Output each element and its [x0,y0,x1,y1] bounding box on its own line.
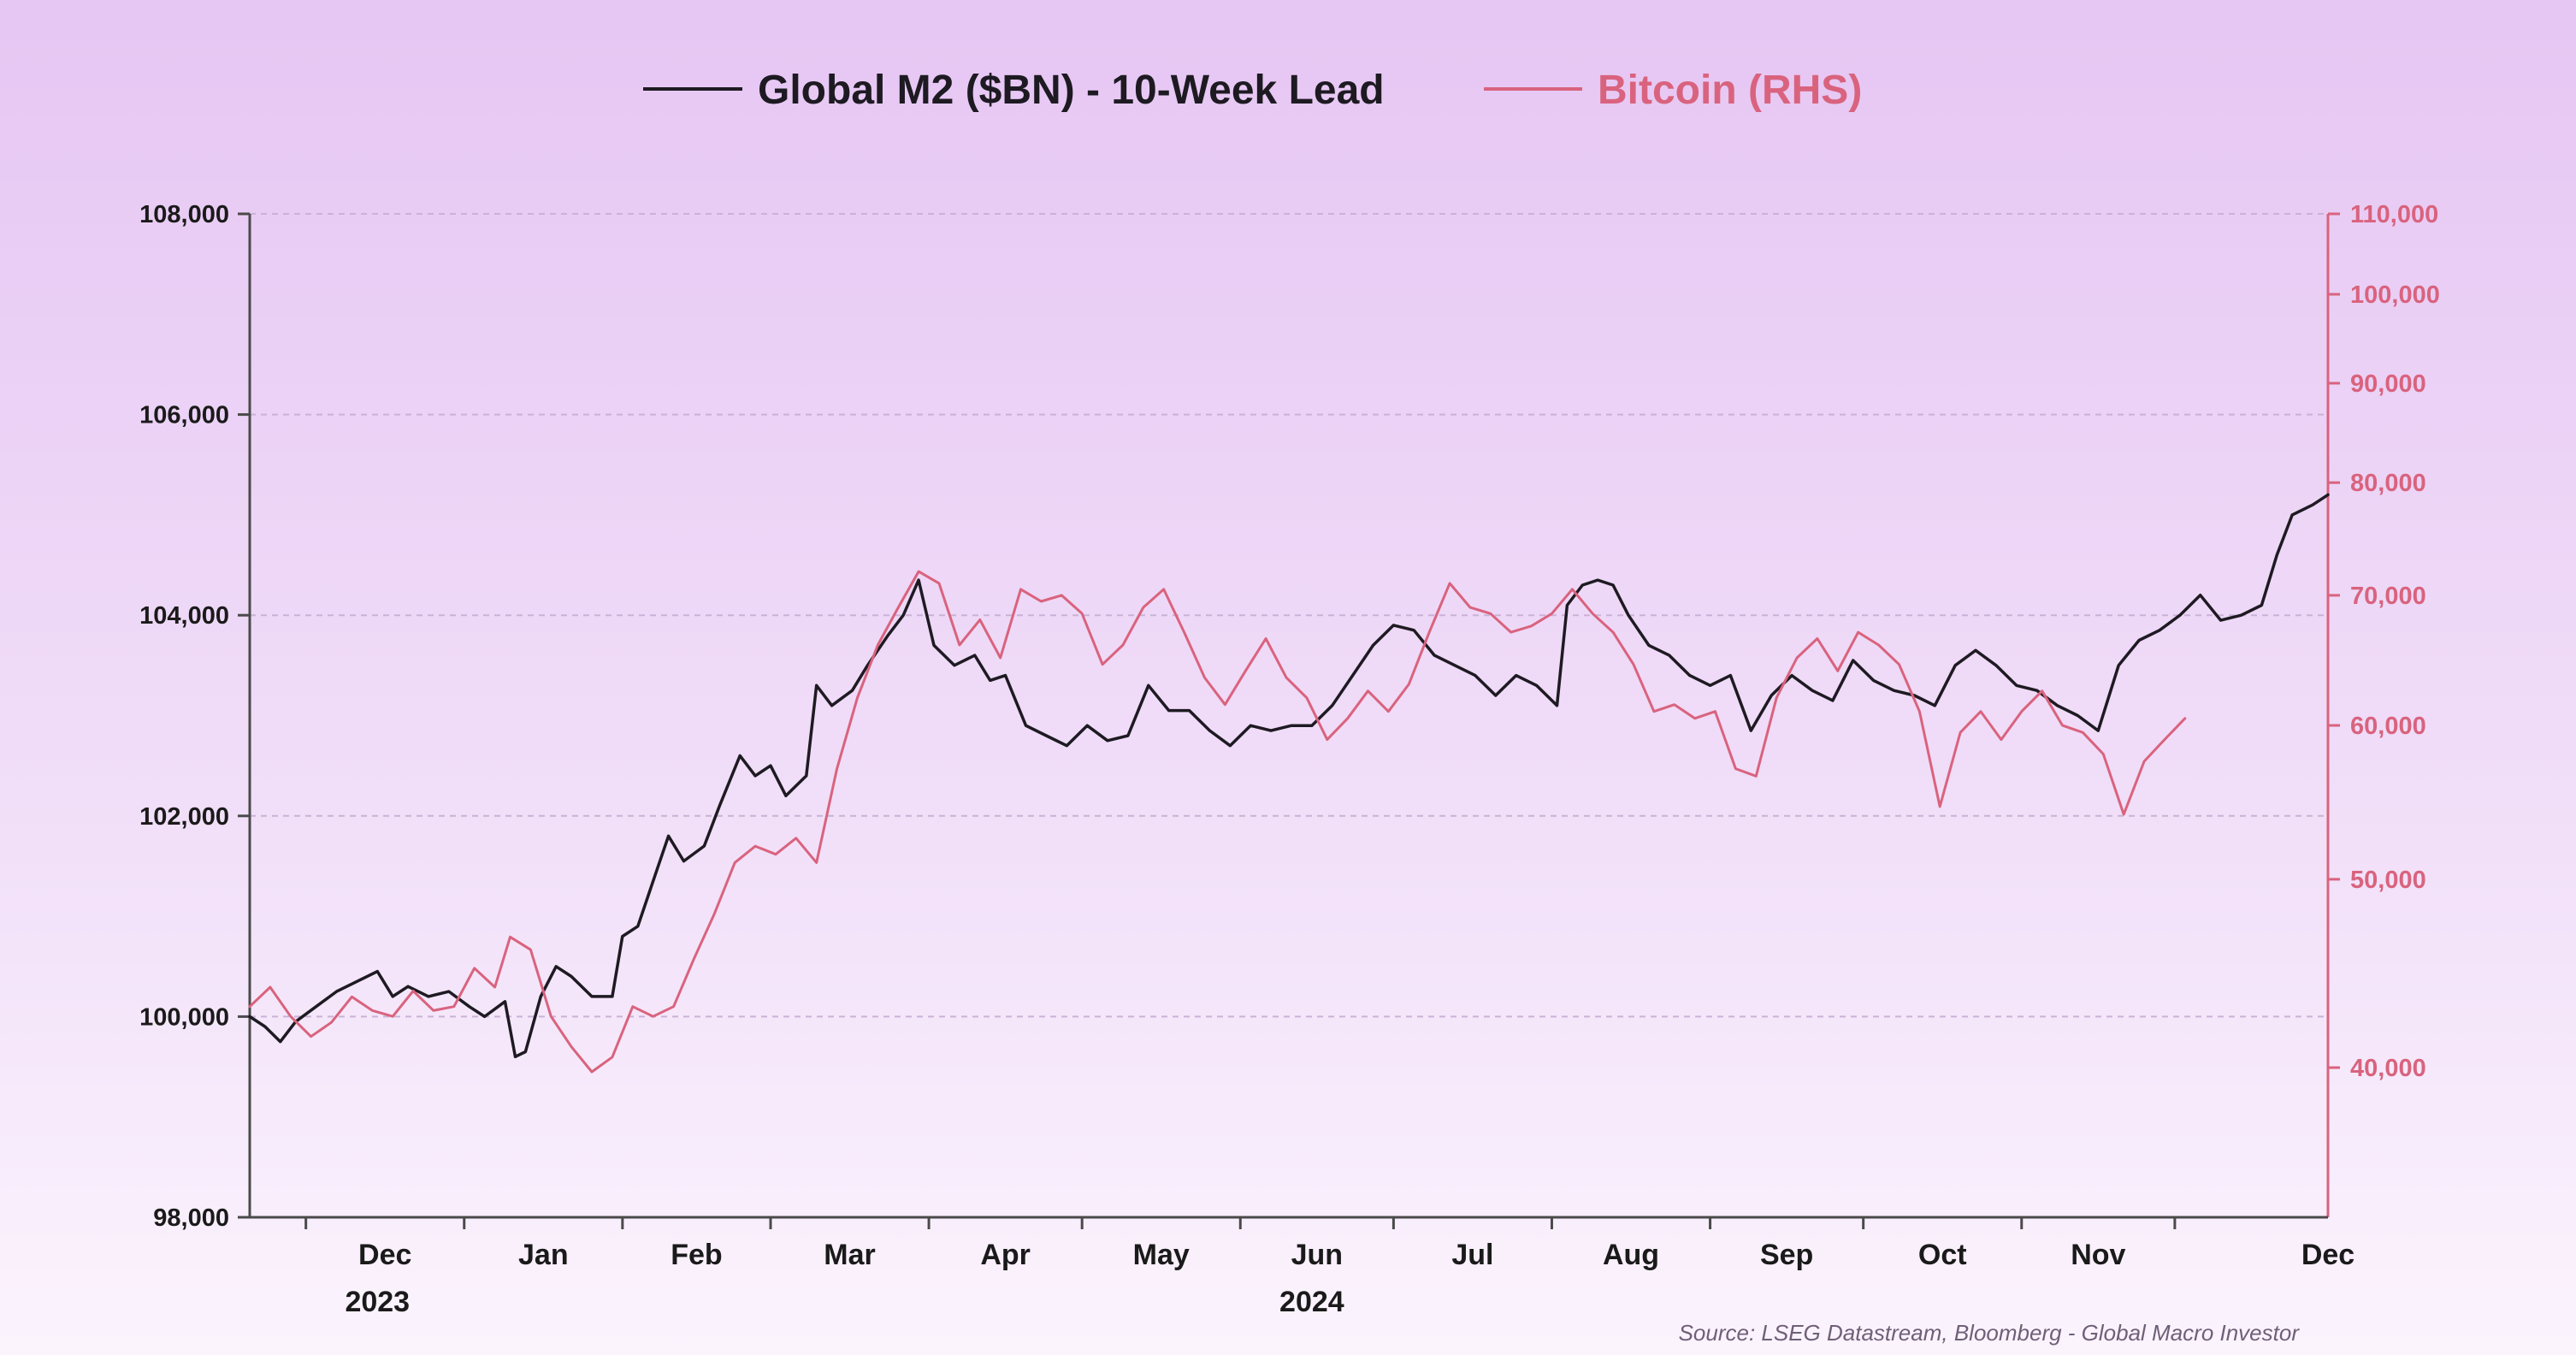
x-axis-month-label: Apr [980,1239,1031,1271]
bitcoin-series-line [248,570,2187,1074]
legend: Global M2 ($BN) - 10-Week Lead Bitcoin (… [643,68,1862,113]
right-axis-tick-label: 40,000 [2350,1055,2426,1082]
left-axis-tick-label: 106,000 [139,402,229,429]
x-axis-month-label: Feb [671,1239,722,1271]
x-axis-month-label: Nov [2071,1239,2125,1271]
right-axis-tick-label: 110,000 [2350,201,2438,228]
x-axis-month-label: Aug [1603,1239,1659,1271]
left-axis-tick-label: 102,000 [139,803,229,831]
right-axis-tick-label: 100,000 [2350,281,2440,309]
right-axis-tick-label: 70,000 [2350,583,2426,610]
right-axis-tick-label: 50,000 [2350,867,2426,894]
x-axis-month-label: May [1133,1239,1190,1271]
left-axis-tick-label: 100,000 [139,1003,229,1031]
x-axis-month-label: Dec [358,1239,411,1271]
legend-btc-label: Bitcoin (RHS) [1598,68,1862,113]
right-axis-tick-label: 90,000 [2350,370,2426,398]
gridlines [250,213,2328,1018]
left-axis-tick-label: 104,000 [139,602,229,630]
axes: 98,000 100,000 102,000 104,000 106,000 108,00… [139,201,2440,1318]
x-axis-month-label: Jul [1451,1239,1493,1271]
source-note: Source: LSEG Datastream, Bloomberg - Glo… [1679,1320,2301,1346]
left-axis-tick-label: 108,000 [139,201,229,228]
legend-m2-label: Global M2 ($BN) - 10-Week Lead [758,68,1385,113]
x-axis-month-label: Sep [1760,1239,1813,1271]
x-axis-year-label: 2023 [345,1286,410,1318]
x-axis-month-label: Jan [518,1239,569,1271]
x-axis-month-label: Mar [824,1239,875,1271]
global-m2-series-line [248,493,2330,1059]
left-axis-tick-label: 98,000 [153,1204,229,1232]
right-axis-tick-label: 60,000 [2350,713,2426,740]
plot-area [248,493,2330,1074]
x-axis-year-label: 2024 [1279,1286,1344,1318]
x-axis-month-label: Jun [1291,1239,1343,1271]
x-axis-month-label: Dec [2301,1239,2354,1271]
right-axis-tick-label: 80,000 [2350,470,2426,497]
x-axis-month-label: Oct [1918,1239,1967,1271]
